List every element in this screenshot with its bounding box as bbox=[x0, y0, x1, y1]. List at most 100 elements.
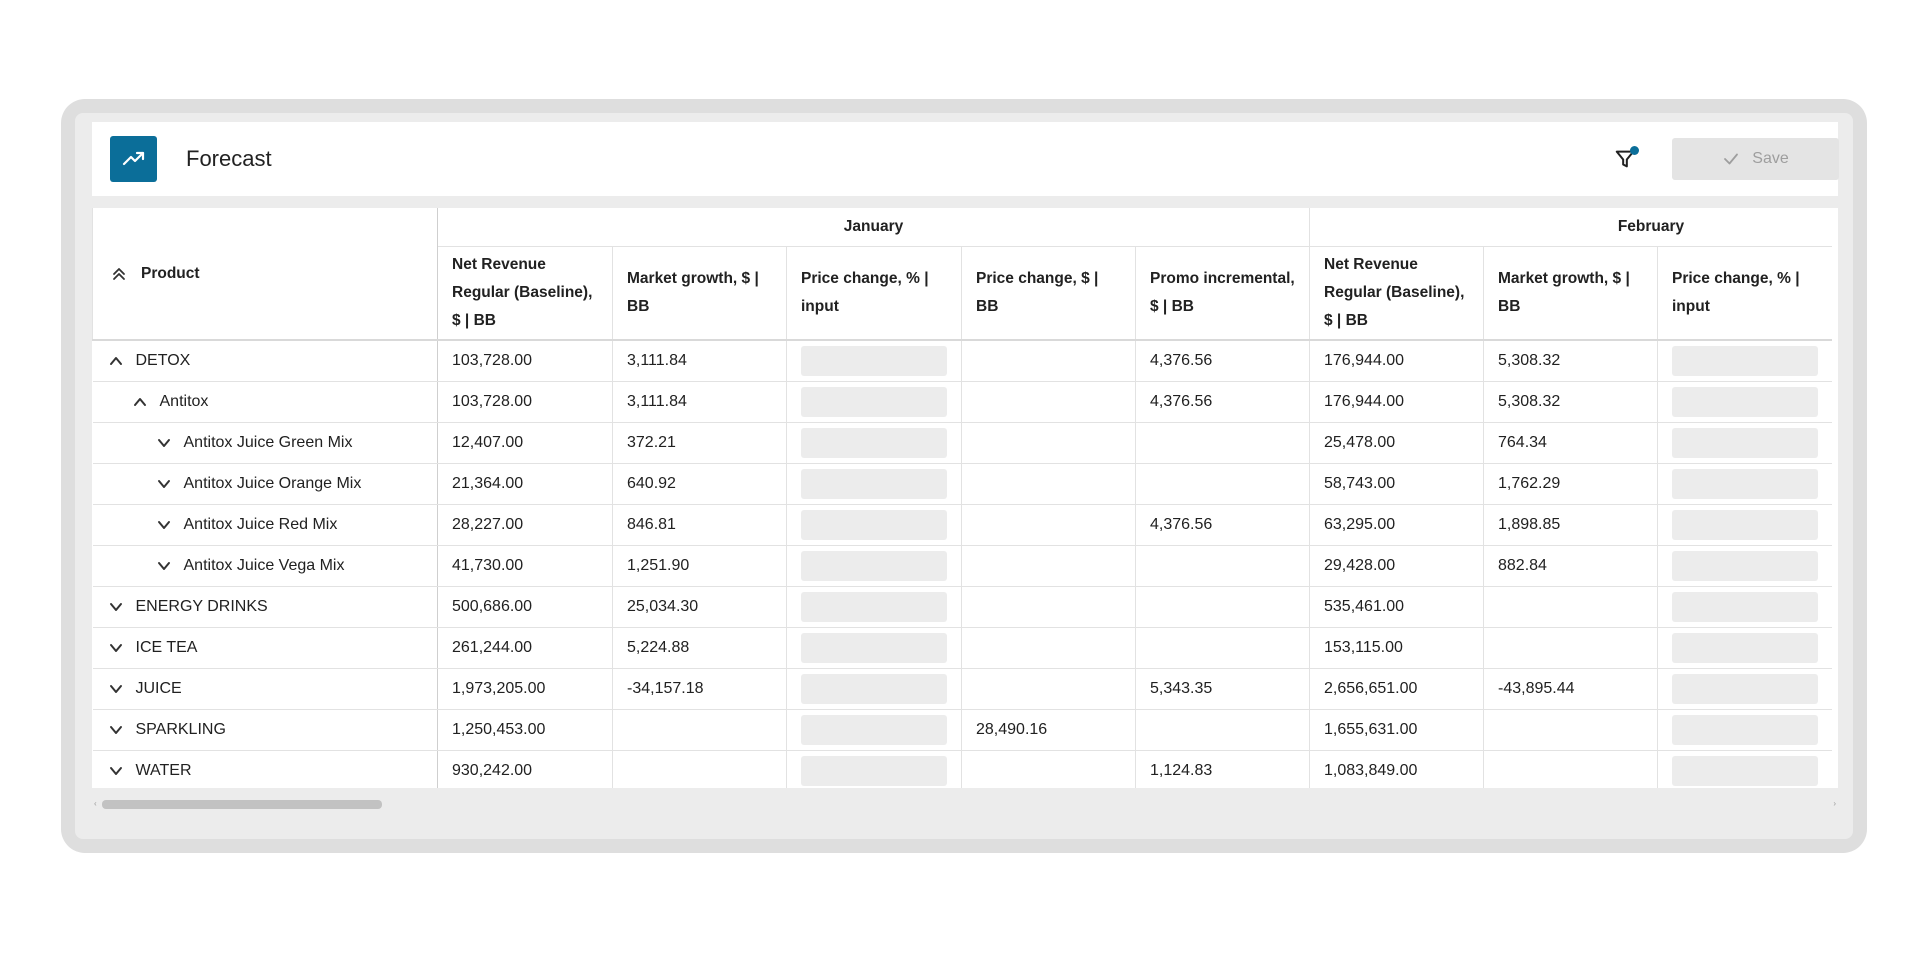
table-row: Antitox Juice Orange Mix 21,364.00 640.92 5… bbox=[92, 463, 1832, 505]
value-cell: 372.21 bbox=[612, 422, 787, 464]
value-cell: 3,111.84 bbox=[612, 381, 787, 423]
price-change-input[interactable] bbox=[801, 591, 947, 622]
horizontal-scrollbar[interactable]: ‹ › bbox=[92, 799, 1838, 809]
value-cell: 58,743.00 bbox=[1309, 463, 1484, 505]
collapse-all-icon[interactable] bbox=[111, 266, 127, 282]
product-cell: DETOX bbox=[92, 340, 438, 382]
value-cell bbox=[961, 422, 1136, 464]
column-header[interactable]: Market growth, $ | BB bbox=[612, 246, 787, 341]
chevron-down-icon[interactable] bbox=[156, 558, 172, 574]
table-row: DETOX 103,728.00 3,111.84 4,376.56 176,944.0… bbox=[92, 340, 1832, 382]
column-header[interactable]: Price change, % | input bbox=[1657, 246, 1832, 341]
month-header-february: February bbox=[1309, 208, 1832, 247]
chevron-up-icon[interactable] bbox=[132, 394, 148, 410]
price-change-input[interactable] bbox=[801, 345, 947, 376]
value-cell: 1,655,631.00 bbox=[1309, 709, 1484, 751]
chevron-down-icon[interactable] bbox=[108, 640, 124, 656]
value-cell: 41,730.00 bbox=[437, 545, 613, 587]
forecast-grid: Product January February Net Revenue Reg… bbox=[92, 208, 1838, 788]
value-cell: 5,224.88 bbox=[612, 627, 787, 669]
value-cell: 5,308.32 bbox=[1483, 340, 1658, 382]
price-change-input[interactable] bbox=[1672, 714, 1818, 745]
price-change-input[interactable] bbox=[1672, 468, 1818, 499]
value-cell: 12,407.00 bbox=[437, 422, 613, 464]
value-cell bbox=[1483, 586, 1658, 628]
price-change-input[interactable] bbox=[1672, 509, 1818, 540]
price-change-input[interactable] bbox=[801, 509, 947, 540]
product-label: JUICE bbox=[135, 679, 182, 697]
price-change-input[interactable] bbox=[801, 755, 947, 786]
filter-button[interactable] bbox=[1614, 146, 1640, 172]
price-change-input[interactable] bbox=[1672, 427, 1818, 458]
value-cell bbox=[1135, 545, 1310, 587]
value-cell: 1,083,849.00 bbox=[1309, 750, 1484, 788]
price-change-input[interactable] bbox=[1672, 673, 1818, 704]
price-change-input[interactable] bbox=[801, 468, 947, 499]
value-cell: 764.34 bbox=[1483, 422, 1658, 464]
chevron-down-icon[interactable] bbox=[108, 599, 124, 615]
product-cell: Antitox bbox=[92, 381, 438, 423]
price-change-input[interactable] bbox=[1672, 386, 1818, 417]
value-cell: 846.81 bbox=[612, 504, 787, 546]
chevron-up-icon[interactable] bbox=[108, 353, 124, 369]
price-change-input[interactable] bbox=[1672, 591, 1818, 622]
price-change-input[interactable] bbox=[801, 386, 947, 417]
chevron-down-icon[interactable] bbox=[108, 681, 124, 697]
value-cell: 3,111.84 bbox=[612, 340, 787, 382]
product-label: SPARKLING bbox=[135, 720, 226, 738]
price-change-input-cell bbox=[786, 381, 962, 423]
save-button[interactable]: Save bbox=[1672, 138, 1839, 180]
price-change-input[interactable] bbox=[1672, 755, 1818, 786]
price-change-input-cell bbox=[786, 668, 962, 710]
product-cell: SPARKLING bbox=[92, 709, 438, 751]
forecast-header: Forecast Save bbox=[92, 122, 1839, 196]
filter-active-dot bbox=[1630, 146, 1639, 155]
product-cell: Antitox Juice Red Mix bbox=[92, 504, 438, 546]
column-header[interactable]: Net Revenue Regular (Baseline), $ | BB bbox=[1309, 246, 1484, 341]
column-header[interactable]: Promo incremental, $ | BB bbox=[1135, 246, 1310, 341]
value-cell bbox=[961, 463, 1136, 505]
column-header[interactable]: Price change, $ | BB bbox=[961, 246, 1136, 341]
chevron-down-icon[interactable] bbox=[156, 435, 172, 451]
price-change-input[interactable] bbox=[801, 714, 947, 745]
value-cell: 4,376.56 bbox=[1135, 381, 1310, 423]
price-change-input[interactable] bbox=[801, 550, 947, 581]
column-header[interactable]: Net Revenue Regular (Baseline), $ | BB bbox=[437, 246, 613, 341]
value-cell bbox=[1135, 627, 1310, 669]
value-cell: 1,973,205.00 bbox=[437, 668, 613, 710]
price-change-input[interactable] bbox=[801, 673, 947, 704]
product-label: DETOX bbox=[135, 351, 191, 369]
column-header[interactable]: Price change, % | input bbox=[786, 246, 962, 341]
value-cell: 535,461.00 bbox=[1309, 586, 1484, 628]
table-row: ICE TEA 261,244.00 5,224.88 153,115.00 bbox=[92, 627, 1832, 669]
chevron-down-icon[interactable] bbox=[108, 763, 124, 779]
chevron-down-icon[interactable] bbox=[156, 517, 172, 533]
price-change-input-cell bbox=[786, 545, 962, 587]
product-cell: WATER bbox=[92, 750, 438, 788]
value-cell bbox=[1483, 627, 1658, 669]
chevron-down-icon[interactable] bbox=[156, 476, 172, 492]
price-change-input[interactable] bbox=[1672, 632, 1818, 663]
chevron-down-icon[interactable] bbox=[108, 722, 124, 738]
price-change-input-cell bbox=[786, 627, 962, 669]
value-cell: 1,124.83 bbox=[1135, 750, 1310, 788]
product-cell: ICE TEA bbox=[92, 627, 438, 669]
scroll-left-arrow-icon[interactable]: ‹ bbox=[94, 799, 97, 808]
forecast-panel: Forecast Save bbox=[75, 113, 1853, 839]
value-cell bbox=[961, 586, 1136, 628]
price-change-input[interactable] bbox=[1672, 550, 1818, 581]
price-change-input-cell bbox=[786, 340, 962, 382]
value-cell bbox=[961, 545, 1136, 587]
scrollbar-thumb[interactable] bbox=[102, 800, 382, 809]
price-change-input[interactable] bbox=[1672, 345, 1818, 376]
scroll-right-arrow-icon[interactable]: › bbox=[1833, 799, 1836, 808]
value-cell: 1,762.29 bbox=[1483, 463, 1658, 505]
price-change-input[interactable] bbox=[801, 427, 947, 458]
product-column-header[interactable]: Product bbox=[92, 208, 438, 341]
value-cell: 930,242.00 bbox=[437, 750, 613, 788]
column-header[interactable]: Market growth, $ | BB bbox=[1483, 246, 1658, 341]
value-cell: 640.92 bbox=[612, 463, 787, 505]
price-change-input-cell bbox=[786, 463, 962, 505]
value-cell: 153,115.00 bbox=[1309, 627, 1484, 669]
price-change-input[interactable] bbox=[801, 632, 947, 663]
